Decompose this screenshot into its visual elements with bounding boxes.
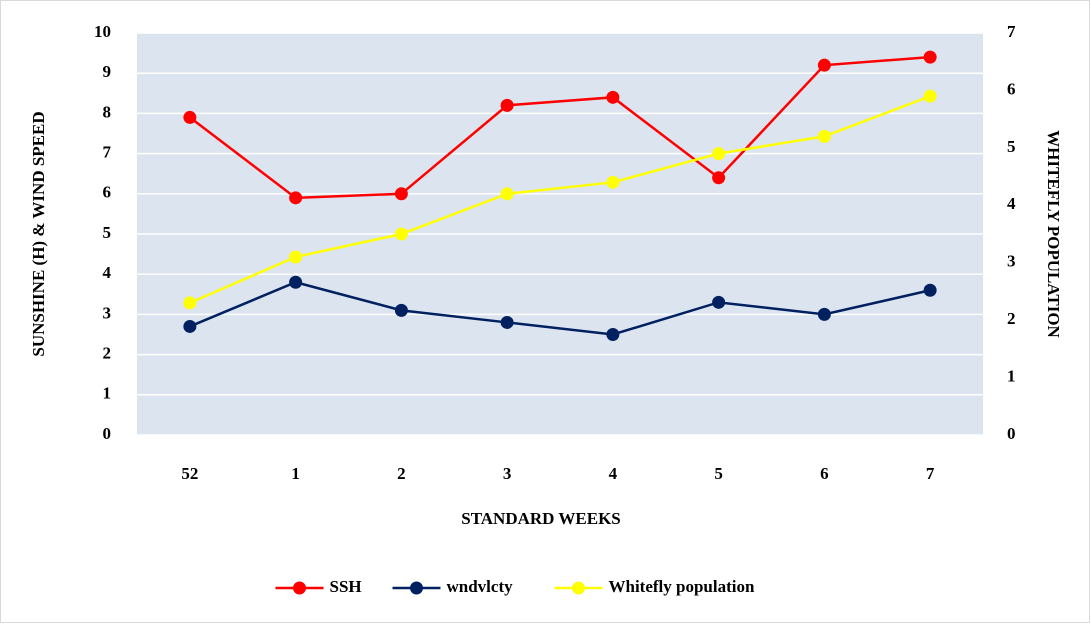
y-tick-label: 3: [103, 303, 112, 322]
legend-marker: [410, 581, 423, 595]
y2-tick-label: 5: [1007, 137, 1016, 156]
data-point: [923, 283, 937, 297]
data-point: [712, 295, 726, 309]
data-point: [817, 129, 831, 143]
series-line: [189, 280, 931, 336]
y-tick-label: 4: [103, 263, 112, 282]
data-point: [289, 191, 303, 205]
x-tick-label: 6: [820, 464, 829, 483]
y-axis-title: SUNSHINE (H) & WIND SPEED: [29, 111, 48, 356]
data-point: [817, 58, 831, 72]
legend-label: Whitefly population: [609, 577, 755, 596]
y-tick-label: 9: [103, 62, 112, 81]
data-point: [183, 296, 197, 310]
y-tick-label: 10: [94, 22, 111, 41]
y2-tick-label: 6: [1007, 79, 1016, 98]
y-tick-label: 7: [103, 143, 112, 162]
data-point: [394, 303, 408, 317]
y-tick-label: 2: [103, 344, 112, 363]
data-point: [923, 50, 937, 64]
legend-marker: [293, 581, 306, 595]
data-point: [183, 319, 197, 333]
y2-tick-label: 4: [1007, 194, 1016, 213]
y2-tick-label: 3: [1007, 252, 1016, 271]
y-tick-label: 0: [103, 424, 112, 443]
data-point: [712, 147, 726, 161]
data-point: [394, 227, 408, 241]
y2-tick-label: 2: [1007, 309, 1016, 328]
legend-marker: [572, 581, 585, 595]
data-point: [183, 110, 197, 124]
y2-tick-label: 1: [1007, 366, 1016, 385]
legend-label: wndvlcty: [447, 577, 514, 596]
data-point: [817, 307, 831, 321]
y2-tick-label: 0: [1007, 424, 1016, 443]
legend-label: SSH: [330, 577, 362, 596]
x-tick-label: 4: [609, 464, 618, 483]
x-axis-title: STANDARD WEEKS: [461, 509, 621, 528]
data-point: [500, 315, 514, 329]
series-line: [189, 95, 931, 305]
data-point: [394, 187, 408, 201]
y-tick-label: 5: [103, 223, 112, 242]
data-point: [712, 171, 726, 185]
x-tick-label: 1: [291, 464, 300, 483]
y2-axis-title: WHITEFLY POPULATION: [1044, 130, 1063, 338]
data-point: [289, 275, 303, 289]
y2-tick-label: 7: [1007, 22, 1016, 41]
y-tick-label: 1: [103, 384, 112, 403]
x-tick-label: 52: [181, 464, 198, 483]
x-tick-label: 2: [397, 464, 406, 483]
data-point: [606, 175, 620, 189]
y-tick-label: 8: [103, 102, 112, 121]
data-point: [606, 90, 620, 104]
data-point: [923, 89, 937, 103]
x-tick-label: 7: [926, 464, 935, 483]
data-point: [289, 250, 303, 264]
data-point: [500, 98, 514, 112]
data-point: [606, 328, 620, 341]
data-point: [500, 187, 514, 201]
x-tick-label: 3: [503, 464, 512, 483]
y-tick-label: 6: [103, 183, 112, 202]
series-line: [189, 55, 931, 200]
x-tick-label: 5: [714, 464, 723, 483]
